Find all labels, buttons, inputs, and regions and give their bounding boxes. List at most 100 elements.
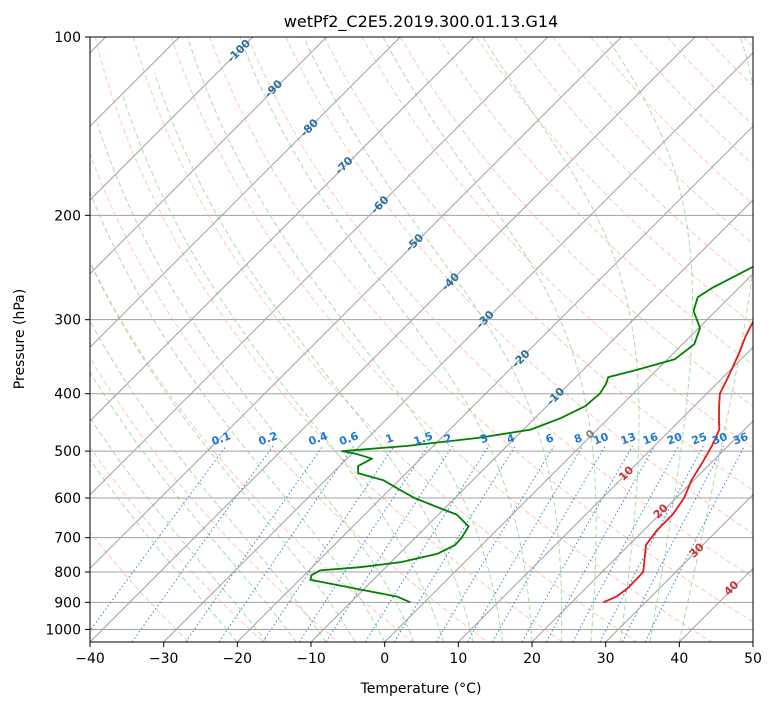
mixing-ratio-line	[298, 445, 429, 642]
isotherm-line	[236, 125, 753, 642]
dry-adiabat	[399, 37, 753, 407]
isotherm-line	[90, 37, 328, 275]
dry-adiabat	[209, 37, 753, 623]
mixing-ratio-line	[218, 445, 355, 642]
mixing-ratio-label: 10	[591, 430, 610, 448]
mixing-ratio-line	[185, 445, 324, 642]
x-tick-label: 10	[449, 651, 467, 667]
dry-adiabat	[90, 446, 264, 642]
dewpoint-profile-line	[309, 265, 753, 604]
y-tick-label: 400	[54, 387, 81, 403]
y-tick-label: 900	[54, 595, 81, 611]
mixing-ratio-line	[467, 445, 584, 642]
moist-adiabat	[96, 123, 415, 642]
x-tick-label: 50	[744, 651, 762, 667]
x-axis-label: Temperature (°C)	[360, 681, 482, 697]
mixing-ratio-label: 20	[665, 430, 684, 448]
mixing-ratio-label: 36	[731, 430, 750, 448]
x-tick-label: −10	[296, 651, 326, 667]
isotherm-line	[90, 37, 475, 422]
y-axis-label: Pressure (hPa)	[12, 289, 28, 389]
mixing-ratio-label: 1	[384, 431, 396, 446]
y-tick-label: 700	[54, 531, 81, 547]
mixing-ratio-line	[545, 445, 656, 642]
x-tick-label: 30	[597, 651, 615, 667]
x-tick-label: 40	[670, 651, 688, 667]
moist-adiabat	[606, 37, 694, 642]
moist-adiabat	[482, 37, 640, 642]
mixing-ratio-label: 2	[442, 431, 454, 446]
x-tick-label: 0	[380, 651, 389, 667]
mixing-ratio-label: 4	[505, 431, 517, 446]
y-tick-label: 600	[54, 491, 81, 507]
isotherm-line	[163, 51, 753, 642]
mixing-ratio-labels: 0.1 0.2 0.4 0.6 1 1.5 2 3 4 6 8 10 13 16 20 25 30 36	[210, 429, 751, 448]
moist-adiabat	[90, 416, 268, 642]
dry-adiabat	[628, 37, 753, 166]
mixing-ratio-line	[131, 445, 274, 642]
mixing-ratio-label: 6	[544, 431, 556, 446]
mixing-ratio-line	[521, 445, 633, 642]
x-tick-label: −20	[223, 651, 253, 667]
moist-adiabat	[90, 458, 238, 642]
mixing-ratio-label: 0.1	[210, 429, 233, 448]
isotherm-line	[384, 272, 753, 642]
isotherm-line	[531, 420, 753, 642]
mixing-ratio-label: 16	[641, 430, 660, 448]
mixing-ratio-line	[435, 445, 555, 642]
y-tick-label: 200	[54, 208, 81, 224]
moist-adiabat	[122, 94, 445, 642]
dry-adiabat	[437, 37, 753, 366]
y-tick-label: 800	[54, 565, 81, 581]
dry-adiabat	[90, 152, 488, 642]
mixing-ratio-label: 0.2	[257, 429, 280, 448]
mixing-ratio-lines	[90, 445, 746, 642]
dry-adiabats	[90, 37, 753, 642]
dry-adiabat	[171, 37, 712, 642]
dry-adiabat	[90, 260, 414, 642]
isotherm-gridlines	[90, 37, 753, 642]
mixing-ratio-label: 3	[478, 431, 490, 446]
dry-adiabat	[552, 37, 753, 245]
moist-adiabats	[90, 37, 753, 642]
mixing-ratio-line	[621, 445, 725, 642]
mixing-ratio-line	[364, 445, 490, 642]
dry-adiabat	[247, 37, 753, 578]
sounding-curves	[309, 265, 753, 604]
mixing-ratio-label: 0.4	[307, 429, 330, 448]
moist-adiabat	[382, 37, 597, 642]
x-tick-label: 20	[523, 651, 541, 667]
moist-adiabat	[154, 72, 474, 642]
isobar-gridlines	[90, 37, 753, 630]
isotherm-line	[605, 493, 753, 642]
moist-adiabat	[239, 37, 533, 642]
isotherm-line	[90, 37, 549, 496]
moist-adiabat	[187, 37, 503, 642]
dry-adiabat	[514, 37, 753, 285]
y-tick-label: 500	[54, 444, 81, 460]
mixing-ratio-label: 30	[710, 430, 729, 448]
mixing-ratio-label: 25	[690, 430, 709, 447]
isotherm-line	[90, 37, 696, 642]
moist-adiabat	[90, 190, 386, 642]
moist-adiabat	[303, 37, 563, 642]
dry-adiabat	[132, 37, 638, 642]
mixing-ratio-line	[325, 445, 454, 642]
y-tick-label: 300	[54, 313, 81, 329]
mixing-ratio-label: 1.5	[412, 429, 435, 448]
isotherm-line	[457, 346, 753, 642]
moist-adiabat	[90, 261, 356, 642]
y-tick-label: 1000	[45, 622, 81, 638]
mixing-ratio-line	[262, 445, 395, 642]
isotherm-line	[90, 37, 254, 201]
chart-title: wetPf2_C2E5.2019.300.01.13.G14	[284, 12, 558, 32]
x-axis-ticks: −40 −30 −20 −10 0 10 20 30 40 50	[75, 642, 762, 667]
plot-area: -100-90-80-70-60-50-40-30-20-10010203040…	[90, 37, 753, 642]
y-axis-ticks: 100 200 300 400 500 600 700 800 900 1000	[45, 30, 90, 638]
moist-adiabat	[90, 320, 327, 642]
x-tick-label: −40	[75, 651, 105, 667]
mixing-ratio-label: 8	[572, 431, 584, 446]
dry-adiabat	[285, 37, 753, 535]
